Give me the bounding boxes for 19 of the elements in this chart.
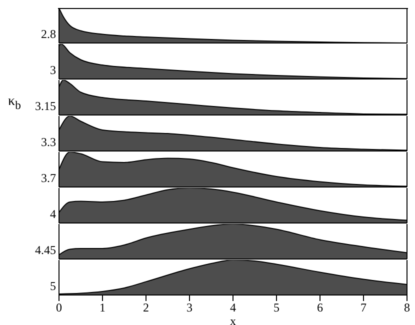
text: 4.45 <box>34 243 56 258</box>
x-tick-label: 1 <box>100 300 106 315</box>
x-tick-label: 5 <box>274 300 280 315</box>
x-tick-label: 3 <box>186 300 192 315</box>
y-axis-title: κ$_{b}$ <box>8 94 21 112</box>
text: 4 <box>49 207 56 222</box>
text: 3.15 <box>35 99 56 113</box>
x-tick-label: 8 <box>404 300 410 315</box>
text: 5 <box>49 279 56 294</box>
text: 3.7 <box>40 171 56 186</box>
x-tick-label: 4 <box>230 300 236 315</box>
text: 2.8 <box>40 27 56 42</box>
x-tick-label: 2 <box>143 300 149 315</box>
x-tick-label: 6 <box>317 300 323 315</box>
x-tick-label: 7 <box>360 300 366 315</box>
x-axis-title: x <box>230 314 236 325</box>
text: 3.3 <box>40 135 56 150</box>
x-tick-label: 0 <box>56 300 62 315</box>
text: 3 <box>49 63 56 78</box>
